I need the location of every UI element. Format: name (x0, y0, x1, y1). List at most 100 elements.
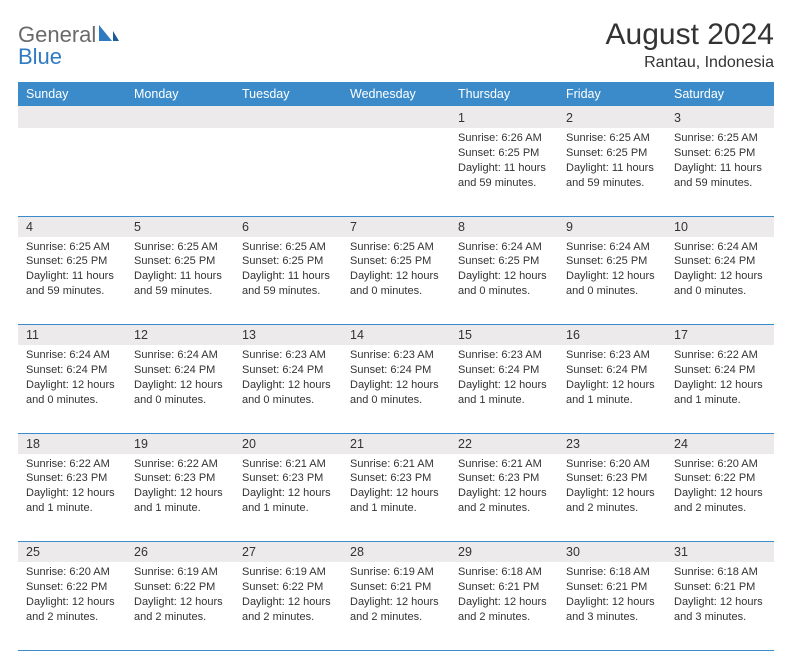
day-data-line: Sunrise: 6:23 AM (350, 348, 446, 363)
day-data-line: Sunset: 6:23 PM (242, 471, 338, 486)
day-data: Sunrise: 6:23 AMSunset: 6:24 PMDaylight:… (342, 345, 450, 410)
location-label: Rantau, Indonesia (606, 54, 774, 72)
day-number: 25 (18, 542, 126, 562)
day-data-line: Sunrise: 6:23 AM (458, 348, 554, 363)
day-data-line: and 59 minutes. (566, 176, 662, 191)
day-number-cell: 18 (18, 433, 126, 454)
day-data (18, 128, 126, 134)
day-data-line: Daylight: 12 hours (26, 486, 122, 501)
day-number: 24 (666, 434, 774, 454)
day-data-line: Sunrise: 6:18 AM (566, 565, 662, 580)
day-data-cell: Sunrise: 6:25 AMSunset: 6:25 PMDaylight:… (666, 128, 774, 216)
day-data-line: Sunset: 6:25 PM (674, 146, 770, 161)
day-number (18, 108, 126, 128)
day-number-cell: 5 (126, 216, 234, 237)
day-data-cell: Sunrise: 6:26 AMSunset: 6:25 PMDaylight:… (450, 128, 558, 216)
day-data-cell: Sunrise: 6:22 AMSunset: 6:23 PMDaylight:… (126, 454, 234, 542)
day-data-line: Sunrise: 6:25 AM (566, 131, 662, 146)
day-number-cell: 16 (558, 325, 666, 346)
day-number: 20 (234, 434, 342, 454)
day-data-cell: Sunrise: 6:25 AMSunset: 6:25 PMDaylight:… (558, 128, 666, 216)
day-data-line: and 0 minutes. (566, 284, 662, 299)
col-saturday: Saturday (666, 82, 774, 107)
day-data-cell: Sunrise: 6:20 AMSunset: 6:22 PMDaylight:… (666, 454, 774, 542)
day-data-line: Daylight: 12 hours (134, 378, 230, 393)
day-data-cell: Sunrise: 6:25 AMSunset: 6:25 PMDaylight:… (18, 237, 126, 325)
day-data-line: Sunrise: 6:25 AM (350, 240, 446, 255)
day-data-line: Sunset: 6:24 PM (26, 363, 122, 378)
weekday-header-row: Sunday Monday Tuesday Wednesday Thursday… (18, 82, 774, 107)
day-data-line: Daylight: 11 hours (566, 161, 662, 176)
day-number: 3 (666, 108, 774, 128)
day-data: Sunrise: 6:24 AMSunset: 6:25 PMDaylight:… (450, 237, 558, 302)
day-number: 19 (126, 434, 234, 454)
day-data-line: and 59 minutes. (26, 284, 122, 299)
day-data-cell (18, 128, 126, 216)
col-wednesday: Wednesday (342, 82, 450, 107)
day-number: 11 (18, 325, 126, 345)
day-data-line: and 59 minutes. (242, 284, 338, 299)
logo-text: General Blue (18, 24, 120, 68)
day-data-line: and 1 minute. (674, 393, 770, 408)
day-data-line: and 0 minutes. (242, 393, 338, 408)
day-number-cell (342, 107, 450, 128)
day-number (342, 108, 450, 128)
day-data-line: Sunset: 6:25 PM (458, 146, 554, 161)
day-data-line: Sunrise: 6:25 AM (242, 240, 338, 255)
day-data-line: Sunrise: 6:20 AM (674, 457, 770, 472)
day-number: 1 (450, 108, 558, 128)
day-data-cell: Sunrise: 6:24 AMSunset: 6:24 PMDaylight:… (666, 237, 774, 325)
day-data: Sunrise: 6:21 AMSunset: 6:23 PMDaylight:… (234, 454, 342, 519)
day-number: 4 (18, 217, 126, 237)
day-number: 10 (666, 217, 774, 237)
day-data-line: Daylight: 12 hours (674, 378, 770, 393)
day-data-line: Daylight: 12 hours (350, 595, 446, 610)
day-number-cell: 17 (666, 325, 774, 346)
day-data: Sunrise: 6:25 AMSunset: 6:25 PMDaylight:… (342, 237, 450, 302)
day-number-cell: 19 (126, 433, 234, 454)
day-number: 12 (126, 325, 234, 345)
day-number-cell: 7 (342, 216, 450, 237)
week-data-row: Sunrise: 6:26 AMSunset: 6:25 PMDaylight:… (18, 128, 774, 216)
day-data-line: Daylight: 12 hours (674, 269, 770, 284)
day-data-line: and 0 minutes. (674, 284, 770, 299)
day-data-cell: Sunrise: 6:24 AMSunset: 6:24 PMDaylight:… (18, 345, 126, 433)
day-number: 5 (126, 217, 234, 237)
day-data-line: Sunrise: 6:18 AM (458, 565, 554, 580)
day-number-cell (18, 107, 126, 128)
day-data-line: and 1 minute. (566, 393, 662, 408)
day-number: 31 (666, 542, 774, 562)
day-data: Sunrise: 6:22 AMSunset: 6:23 PMDaylight:… (126, 454, 234, 519)
day-data-line: Sunrise: 6:25 AM (674, 131, 770, 146)
day-data: Sunrise: 6:19 AMSunset: 6:22 PMDaylight:… (126, 562, 234, 627)
day-data-line: Sunrise: 6:18 AM (674, 565, 770, 580)
day-data-line: Sunrise: 6:23 AM (566, 348, 662, 363)
day-number (126, 108, 234, 128)
day-data-line: Sunset: 6:24 PM (566, 363, 662, 378)
day-data: Sunrise: 6:25 AMSunset: 6:25 PMDaylight:… (18, 237, 126, 302)
day-number-cell: 13 (234, 325, 342, 346)
day-data-line: Daylight: 12 hours (134, 486, 230, 501)
day-number: 14 (342, 325, 450, 345)
day-data-line: Daylight: 11 hours (26, 269, 122, 284)
day-data-cell (234, 128, 342, 216)
title-block: August 2024 Rantau, Indonesia (606, 18, 774, 72)
day-number-cell: 20 (234, 433, 342, 454)
day-number-cell (126, 107, 234, 128)
day-data-line: Sunrise: 6:20 AM (26, 565, 122, 580)
day-number-cell: 31 (666, 542, 774, 563)
day-data: Sunrise: 6:21 AMSunset: 6:23 PMDaylight:… (450, 454, 558, 519)
day-number (234, 108, 342, 128)
day-data-line: Sunset: 6:24 PM (674, 254, 770, 269)
week-daynum-row: 18192021222324 (18, 433, 774, 454)
day-data: Sunrise: 6:23 AMSunset: 6:24 PMDaylight:… (558, 345, 666, 410)
day-number-cell: 29 (450, 542, 558, 563)
day-number-cell: 8 (450, 216, 558, 237)
day-data: Sunrise: 6:25 AMSunset: 6:25 PMDaylight:… (666, 128, 774, 193)
day-data-line: Daylight: 12 hours (26, 595, 122, 610)
day-data: Sunrise: 6:24 AMSunset: 6:25 PMDaylight:… (558, 237, 666, 302)
day-number-cell: 12 (126, 325, 234, 346)
day-data-line: Daylight: 12 hours (242, 486, 338, 501)
day-data-cell (126, 128, 234, 216)
day-data-cell: Sunrise: 6:19 AMSunset: 6:22 PMDaylight:… (234, 562, 342, 650)
